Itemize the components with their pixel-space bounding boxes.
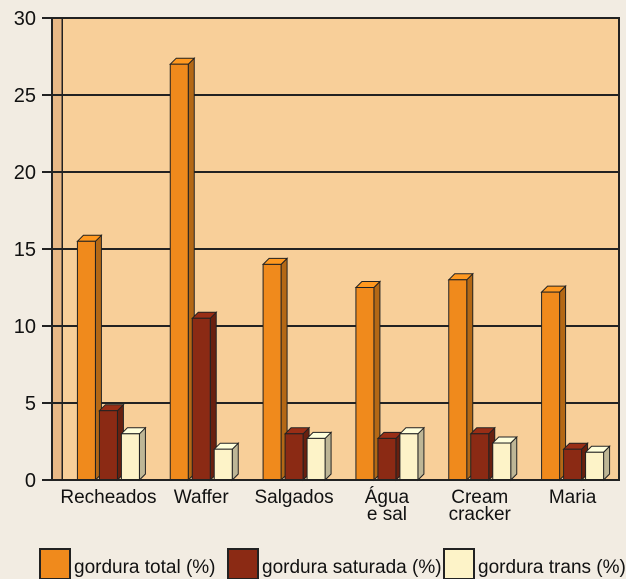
bar — [399, 433, 419, 481]
bar — [492, 442, 512, 481]
bar — [169, 63, 189, 481]
bar — [284, 433, 304, 481]
bar-side — [138, 426, 146, 482]
y-tick-label: 15 — [14, 239, 36, 261]
x-category-label: e sal — [367, 504, 407, 525]
y-tick-label: 0 — [25, 470, 36, 492]
y-tick-label: 25 — [14, 85, 36, 107]
legend-label: gordura saturada (%) — [262, 557, 442, 578]
bar-side — [417, 426, 425, 482]
x-category-label: Maria — [549, 487, 597, 508]
legend-swatch — [227, 548, 259, 579]
bar-side — [324, 431, 332, 482]
bar — [470, 433, 490, 481]
bar — [76, 240, 96, 481]
legend-swatch — [443, 548, 475, 579]
legend-swatch — [39, 548, 71, 579]
x-category-label: cracker — [449, 504, 512, 525]
bar — [98, 410, 118, 481]
bar — [563, 448, 583, 481]
x-category-label: Água — [365, 487, 410, 508]
y-tick-label: 5 — [25, 393, 36, 415]
bar — [262, 263, 282, 481]
legend-label: gordura trans (%) — [478, 557, 626, 578]
bar — [120, 433, 140, 481]
legend-label: gordura total (%) — [74, 557, 216, 578]
bar-side — [510, 435, 518, 482]
bar — [377, 437, 397, 481]
y-tick-label: 20 — [14, 162, 36, 184]
x-category-label: Cream — [451, 487, 508, 508]
legend: gordura total (%) gordura saturada (%) gor… — [39, 548, 626, 579]
bar — [448, 279, 468, 481]
bar — [213, 448, 233, 481]
bar — [541, 291, 561, 481]
x-category-label: Salgados — [254, 487, 333, 508]
bar — [355, 287, 375, 481]
bar — [585, 451, 605, 481]
y-tick-label: 10 — [14, 316, 36, 338]
y-tick-label: 30 — [14, 8, 36, 30]
gridlines — [62, 17, 619, 404]
bars — [76, 56, 611, 482]
x-category-label: Recheados — [60, 487, 156, 508]
bar — [191, 317, 211, 481]
bar — [306, 437, 326, 481]
x-category-label: Waffer — [174, 487, 230, 508]
